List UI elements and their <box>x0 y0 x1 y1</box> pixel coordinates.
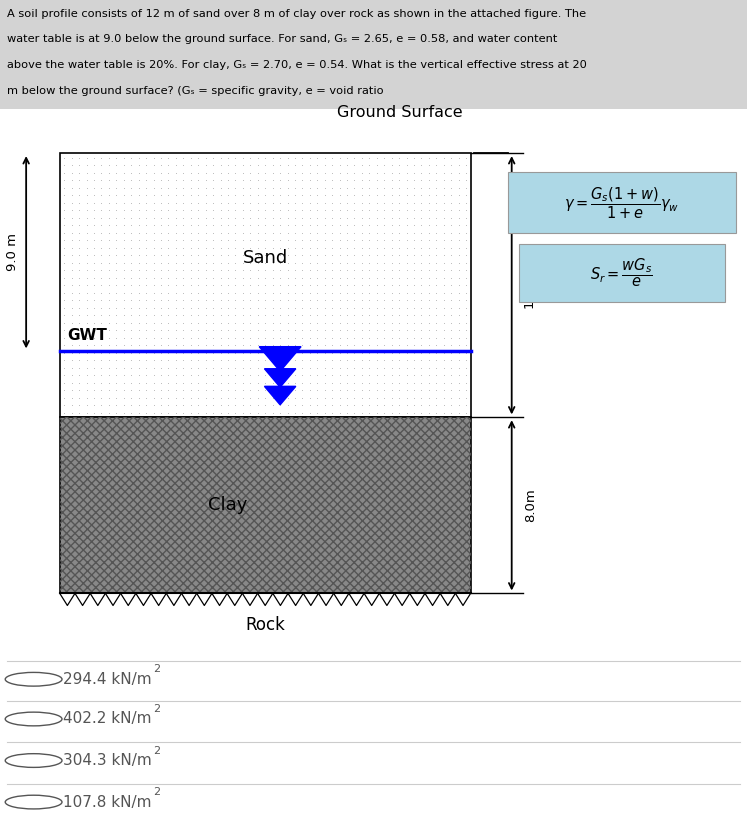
Text: 9.0 m: 9.0 m <box>6 234 19 271</box>
Bar <box>60 417 471 593</box>
Text: 2: 2 <box>153 746 161 756</box>
Text: 2: 2 <box>153 664 161 675</box>
Text: above the water table is 20%. For clay, Gₛ = 2.70, e = 0.54. What is the vertica: above the water table is 20%. For clay, … <box>7 60 587 70</box>
Text: $\gamma = \dfrac{G_s(1+w)}{1+e}\gamma_w$: $\gamma = \dfrac{G_s(1+w)}{1+e}\gamma_w$ <box>564 185 680 221</box>
Polygon shape <box>264 369 296 387</box>
Polygon shape <box>259 347 301 371</box>
Text: 12.0 m: 12.0 m <box>524 262 537 308</box>
Text: m below the ground surface? (Gₛ = specific gravity, e = void ratio: m below the ground surface? (Gₛ = specif… <box>7 86 384 96</box>
Text: Ground Surface: Ground Surface <box>337 105 462 120</box>
Text: 304.3 kN/m: 304.3 kN/m <box>63 753 157 768</box>
Text: $S_r = \dfrac{wG_s}{e}$: $S_r = \dfrac{wG_s}{e}$ <box>590 257 654 289</box>
Text: Rock: Rock <box>245 617 285 634</box>
Text: A soil profile consists of 12 m of sand over 8 m of clay over rock as shown in t: A soil profile consists of 12 m of sand … <box>7 8 586 18</box>
Text: Sand: Sand <box>243 249 288 267</box>
Bar <box>60 153 471 417</box>
FancyBboxPatch shape <box>508 172 736 233</box>
Text: Clay: Clay <box>208 496 247 514</box>
Text: 2: 2 <box>153 787 161 797</box>
Text: 8.0m: 8.0m <box>524 489 537 522</box>
FancyBboxPatch shape <box>519 244 725 302</box>
Text: water table is at 9.0 below the ground surface. For sand, Gₛ = 2.65, e = 0.58, a: water table is at 9.0 below the ground s… <box>7 34 558 45</box>
Text: GWT: GWT <box>67 328 107 343</box>
Polygon shape <box>264 386 296 405</box>
Text: 107.8 kN/m: 107.8 kN/m <box>63 795 157 810</box>
Bar <box>60 417 471 593</box>
Text: 2: 2 <box>153 704 161 714</box>
Text: 294.4 kN/m: 294.4 kN/m <box>63 672 157 687</box>
Text: 402.2 kN/m: 402.2 kN/m <box>63 711 157 727</box>
